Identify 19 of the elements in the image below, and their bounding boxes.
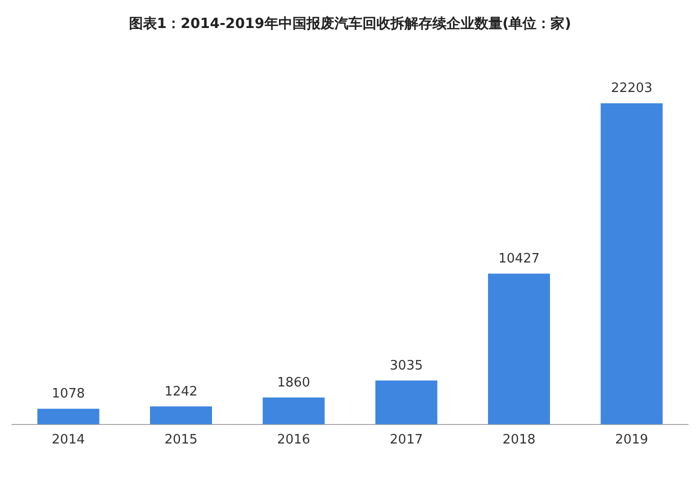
- data-label: 1242: [164, 384, 198, 400]
- x-tick-label: 2014: [52, 432, 85, 448]
- x-tick-label: 2019: [615, 432, 648, 448]
- data-label: 3035: [390, 358, 423, 374]
- bar: [600, 103, 663, 424]
- bar: [37, 408, 100, 424]
- data-label: 1078: [52, 386, 85, 402]
- bar: [150, 406, 212, 424]
- bar: [262, 397, 325, 424]
- bar: [375, 380, 438, 424]
- x-tick-label: 2016: [277, 432, 310, 448]
- bar: [488, 274, 550, 424]
- data-label: 22203: [610, 81, 652, 96]
- data-label: 1860: [277, 375, 310, 390]
- data-label: 10427: [498, 251, 540, 266]
- x-tick-label: 2018: [502, 432, 536, 448]
- x-tick-label: 2017: [390, 432, 423, 448]
- x-tick-label: 2015: [164, 432, 198, 448]
- chart-title: 图表1：2014-2019年中国报废汽车回收拆解存续企业数量(单位：家): [128, 15, 572, 32]
